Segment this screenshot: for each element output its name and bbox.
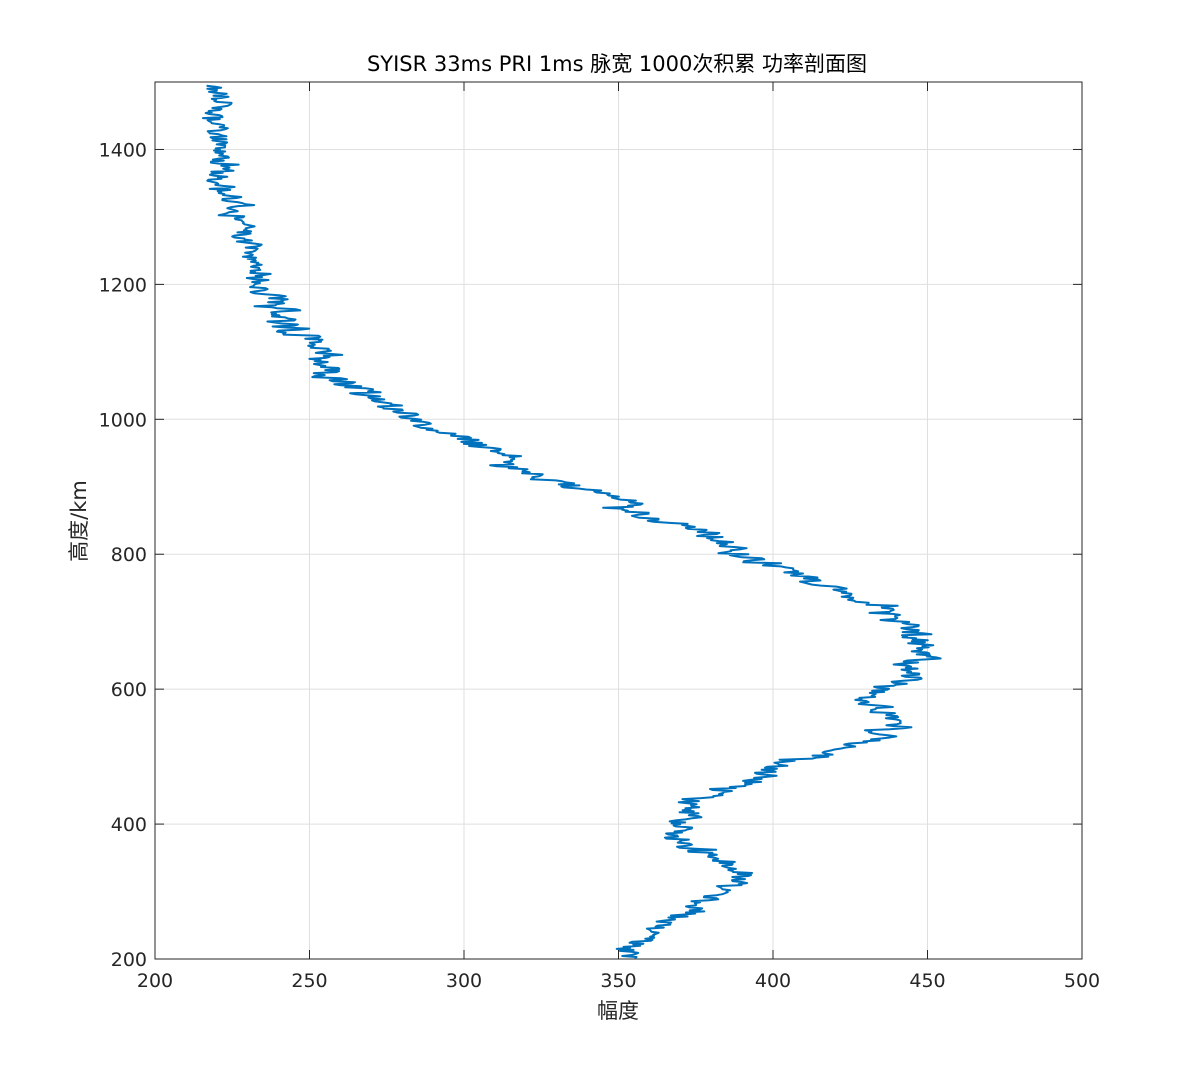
y-tick-label: 1000 bbox=[99, 409, 147, 431]
x-tick-label: 250 bbox=[291, 970, 327, 992]
grid-lines bbox=[155, 82, 1082, 959]
x-tick-label: 400 bbox=[755, 970, 791, 992]
y-axis-title: 高度/km bbox=[67, 480, 91, 562]
y-tick-label: 1400 bbox=[99, 139, 147, 161]
y-tick-label: 1200 bbox=[99, 274, 147, 296]
tick-labels: 200 250 300 350 400 450 500 200 400 600 800 1000 120… bbox=[99, 139, 1100, 992]
y-tick-label: 800 bbox=[111, 544, 147, 566]
x-tick-label: 200 bbox=[137, 970, 173, 992]
x-tick-label: 500 bbox=[1064, 970, 1100, 992]
x-tick-label: 300 bbox=[446, 970, 482, 992]
y-tick-label: 200 bbox=[111, 949, 147, 971]
power-profile-line bbox=[201, 84, 942, 960]
y-tick-label: 400 bbox=[111, 814, 147, 836]
x-tick-label: 450 bbox=[909, 970, 945, 992]
chart-title: SYISR 33ms PRI 1ms 脉宽 1000次积累 功率剖面图 bbox=[367, 52, 867, 76]
x-axis-title: 幅度 bbox=[597, 999, 639, 1023]
axis-ticks bbox=[154, 82, 1083, 960]
x-tick-label: 350 bbox=[600, 970, 636, 992]
y-tick-label: 600 bbox=[111, 679, 147, 701]
